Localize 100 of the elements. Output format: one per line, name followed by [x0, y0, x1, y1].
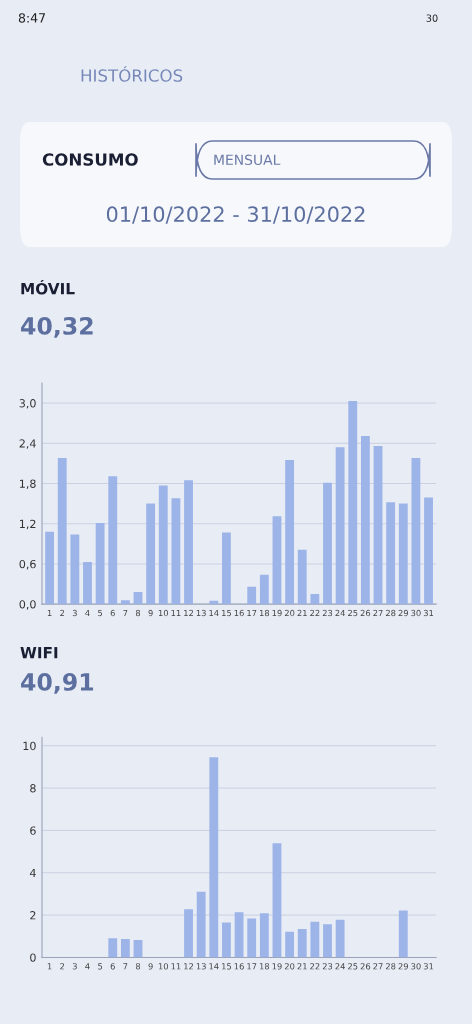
bar	[335, 919, 345, 958]
x-tick-label: 1	[47, 963, 52, 970]
bar	[310, 594, 320, 605]
x-tick-label: 9	[148, 963, 153, 970]
x-tick-label: 6	[110, 963, 115, 970]
x-tick-label: 12	[184, 963, 194, 970]
x-tick-label: 27	[373, 609, 383, 617]
bar	[323, 924, 332, 958]
bar	[209, 600, 219, 605]
bar	[310, 921, 320, 958]
text: MENSUAL	[214, 154, 281, 166]
bar	[272, 843, 282, 958]
x-tick-label: 19	[272, 609, 282, 617]
x-tick-label: 22	[310, 963, 320, 970]
bar	[120, 600, 130, 605]
x-tick-label: 14	[209, 609, 219, 617]
y-tick-label: 6	[30, 826, 36, 835]
x-tick-label: 10	[158, 609, 169, 617]
x-tick-label: 21	[297, 609, 307, 617]
bar	[424, 497, 433, 605]
x-tick-label: 12	[184, 609, 194, 617]
x-tick-label: 23	[322, 963, 333, 970]
text: 30	[426, 14, 438, 22]
x-tick-label: 16	[234, 963, 244, 970]
x-tick-label: 11	[171, 963, 181, 970]
x-tick-label: 11	[171, 609, 181, 617]
bar	[158, 485, 168, 605]
text: 8:47	[18, 13, 45, 23]
y-tick-label: 1,8	[20, 479, 36, 490]
x-tick-label: 14	[209, 963, 219, 970]
y-tick-label: 0	[30, 953, 36, 962]
y-tick-label: 0,0	[19, 600, 36, 610]
x-tick-label: 1	[47, 609, 52, 617]
x-tick-label: 7	[123, 609, 128, 617]
x-tick-label: 29	[398, 609, 408, 617]
bar	[133, 592, 143, 605]
x-tick-label: 4	[85, 609, 90, 617]
x-tick-label: 25	[348, 963, 358, 970]
x-tick-label: 4	[85, 963, 90, 970]
y-tick-label: 3,0	[19, 399, 36, 409]
y-tick-label: 4	[29, 868, 36, 877]
x-tick-label: 15	[222, 963, 232, 970]
x-tick-label: 13	[196, 609, 206, 617]
bar	[411, 458, 421, 605]
bar	[184, 909, 193, 958]
x-tick-label: 13	[196, 963, 206, 970]
x-tick-label: 16	[234, 609, 244, 617]
bar	[108, 476, 118, 605]
x-tick-label: 6	[110, 609, 115, 617]
y-tick-label: 8	[30, 784, 36, 793]
x-tick-label: 18	[259, 963, 270, 970]
x-tick-label: 15	[222, 609, 232, 617]
x-tick-label: 29	[398, 963, 408, 970]
y-tick-label: 10	[23, 741, 36, 751]
bar	[247, 586, 257, 605]
bar	[360, 435, 370, 605]
bar	[171, 498, 181, 605]
bar	[209, 757, 219, 958]
bar	[259, 913, 269, 958]
bar	[95, 523, 105, 605]
bar	[297, 549, 307, 605]
x-tick-label: 2	[60, 609, 65, 617]
bar	[373, 445, 383, 605]
x-tick-label: 5	[98, 963, 103, 970]
x-tick-label: 26	[360, 609, 371, 617]
bar	[83, 561, 92, 605]
x-tick-label: 30	[411, 609, 421, 617]
x-tick-label: 20	[284, 609, 295, 617]
x-tick-label: 19	[272, 963, 282, 970]
bar	[247, 918, 257, 958]
text: CONSUMO	[42, 153, 138, 166]
x-tick-label: 17	[247, 963, 257, 970]
chart-title: WIFI	[20, 647, 58, 659]
bar	[335, 447, 345, 605]
x-tick-label: 23	[322, 609, 333, 617]
x-tick-label: 25	[348, 609, 358, 617]
bar	[323, 482, 332, 605]
x-tick-label: 8	[135, 963, 141, 970]
x-tick-label: 30	[411, 963, 421, 970]
x-tick-label: 3	[72, 609, 77, 617]
x-tick-label: 10	[158, 963, 169, 970]
bar	[285, 460, 295, 605]
y-tick-label: 0,6	[19, 559, 36, 570]
bar	[398, 503, 408, 605]
bar	[234, 912, 244, 958]
x-tick-label: 5	[98, 609, 103, 617]
chart-subtitle: 40,32	[21, 316, 93, 338]
chart-subtitle: 40,91	[21, 672, 94, 694]
y-tick-label: 1,2	[20, 519, 36, 530]
bar	[259, 574, 269, 605]
bar	[146, 503, 156, 605]
x-tick-label: 2	[60, 963, 65, 970]
x-tick-label: 3	[72, 963, 77, 970]
bar	[120, 939, 130, 958]
bar	[272, 516, 282, 605]
x-tick-label: 22	[310, 609, 320, 617]
bar	[398, 910, 408, 958]
text: 01/10/2022 - 31/10/2022	[106, 206, 365, 224]
bar	[285, 931, 295, 958]
x-tick-label: 18	[259, 609, 270, 617]
